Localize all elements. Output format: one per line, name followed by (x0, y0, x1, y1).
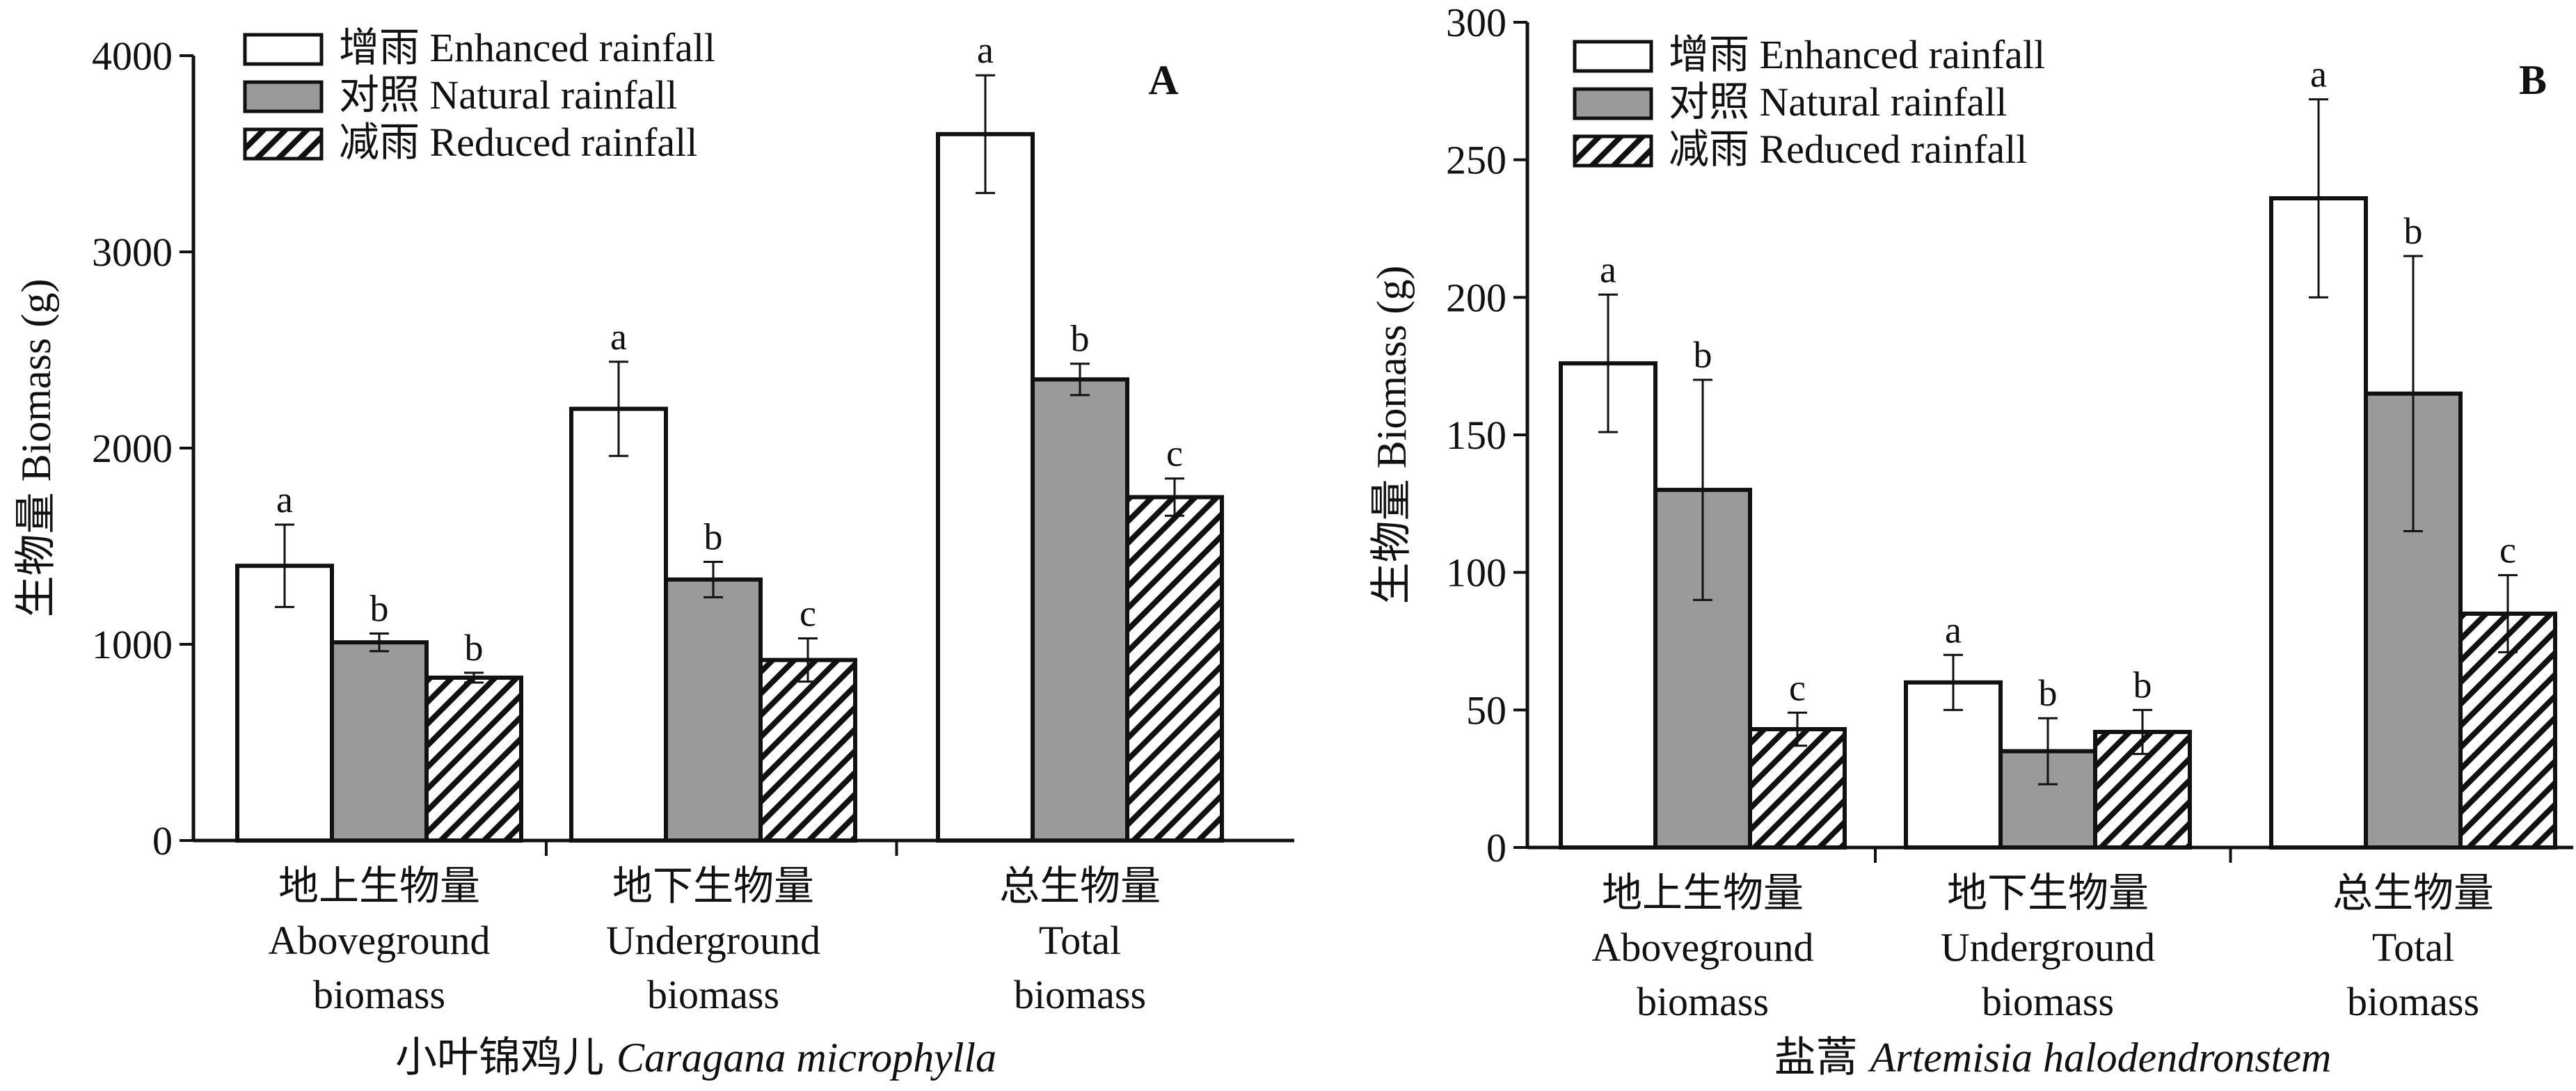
species-caption: 小叶锦鸡儿 Caragana microphylla (395, 1035, 996, 1081)
species-name-cn: 小叶锦鸡儿 (395, 1035, 604, 1081)
significance-letter: c (800, 593, 816, 635)
y-axis-label: 生物量 Biomass (g) (1369, 266, 1415, 605)
bar (1125, 495, 1224, 843)
significance-letter: a (276, 479, 293, 520)
category-label: Total (1039, 918, 1121, 963)
category-label: 总生物量 (2332, 870, 2494, 916)
y-tick-label: 1000 (92, 622, 173, 667)
legend-label: 增雨 Enhanced rainfall (1669, 32, 2045, 77)
bar (424, 675, 523, 843)
bar (330, 640, 429, 843)
significance-letter: b (2039, 672, 2058, 714)
category-label: biomass (2347, 979, 2479, 1024)
legend-label: 增雨 Enhanced rainfall (339, 25, 715, 70)
legend-label: 减雨 Reduced rainfall (1669, 127, 2027, 172)
legend-label: 对照 Natural rainfall (1669, 79, 2007, 125)
legend-label: 对照 Natural rainfall (339, 72, 677, 118)
bar (1031, 377, 1129, 843)
legend-swatch (243, 80, 324, 113)
y-tick-label: 150 (1446, 413, 1506, 458)
significance-letter: a (2310, 54, 2327, 95)
bar (758, 658, 857, 843)
category-label: Total (2372, 925, 2454, 970)
category-label: 地下生物量 (612, 863, 814, 909)
species-caption: 盐蒿 Artemisia halodendronstem (1774, 1035, 2332, 1081)
significance-letter: a (977, 29, 994, 71)
panel-letter: A (1148, 57, 1178, 103)
panel-a: 0 1000 2000 3000 4000 生物量 Biomass (g) a a a b b b b c… (13, 25, 1294, 1081)
significance-letter: c (2499, 529, 2516, 571)
category-label: Aboveground (1592, 925, 1814, 970)
legend-swatch (1573, 87, 1653, 120)
significance-letter: b (704, 516, 723, 558)
bar (1748, 727, 1847, 850)
category-label: Underground (606, 918, 820, 963)
bar (569, 406, 668, 843)
y-tick-label: 0 (152, 818, 173, 863)
y-tick-label: 4000 (92, 33, 173, 79)
bar (936, 132, 1035, 843)
category-label: biomass (647, 972, 779, 1017)
category-label: biomass (1014, 972, 1146, 1017)
y-tick-label: 200 (1446, 275, 1506, 320)
y-tick-label: 50 (1466, 687, 1506, 733)
legend-swatch (243, 127, 324, 161)
panel-b: 0 50 100 150 200 250 300 生物量 Biomass (g) a a a b b b c… (1369, 0, 2573, 1081)
significance-letter: b (1071, 318, 1090, 360)
species-name-latin: Artemisia halodendronstem (1868, 1035, 2332, 1081)
significance-letter: a (1600, 248, 1616, 290)
legend-swatch (1573, 40, 1653, 73)
significance-letter: b (2404, 210, 2423, 252)
panel-letter: B (2519, 57, 2547, 103)
category-label: 地上生物量 (1602, 870, 1804, 916)
significance-letter: b (370, 587, 389, 629)
y-tick-label: 3000 (92, 230, 173, 275)
species-name-cn: 盐蒿 (1774, 1035, 1858, 1081)
species-name-latin: Caragana microphylla (617, 1035, 996, 1081)
legend-swatch (243, 33, 324, 66)
significance-letter: a (610, 316, 627, 358)
y-tick-label: 0 (1486, 825, 1506, 870)
category-label: biomass (1982, 979, 2114, 1024)
category-label: biomass (313, 972, 445, 1017)
legend-label: 减雨 Reduced rainfall (339, 120, 697, 165)
significance-letter: b (465, 627, 484, 669)
bar (2269, 196, 2368, 850)
y-axis-label: 生物量 Biomass (g) (13, 279, 59, 618)
y-tick-label: 2000 (92, 426, 173, 471)
category-label: 地上生物量 (278, 863, 480, 909)
category-label: Underground (1941, 925, 2155, 970)
significance-letter: a (1945, 609, 1962, 651)
category-label: 总生物量 (999, 863, 1161, 909)
bar (664, 577, 763, 843)
y-tick-label: 250 (1446, 138, 1506, 183)
significance-letter: c (1789, 667, 1806, 708)
category-label: biomass (1637, 979, 1769, 1024)
y-tick-label: 300 (1446, 0, 1506, 45)
bar (1559, 361, 1657, 850)
category-label: 地下生物量 (1947, 870, 2149, 916)
significance-letter: b (1694, 334, 1712, 376)
significance-letter: c (1166, 433, 1183, 475)
y-tick-label: 100 (1446, 550, 1506, 596)
legend-swatch (1573, 134, 1653, 168)
significance-letter: b (2133, 664, 2152, 706)
category-label: Aboveground (269, 918, 491, 963)
